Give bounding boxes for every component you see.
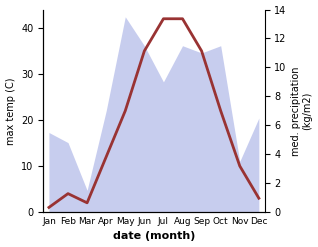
Y-axis label: med. precipitation
(kg/m2): med. precipitation (kg/m2) xyxy=(291,66,313,156)
X-axis label: date (month): date (month) xyxy=(113,231,195,242)
Y-axis label: max temp (C): max temp (C) xyxy=(5,77,16,144)
